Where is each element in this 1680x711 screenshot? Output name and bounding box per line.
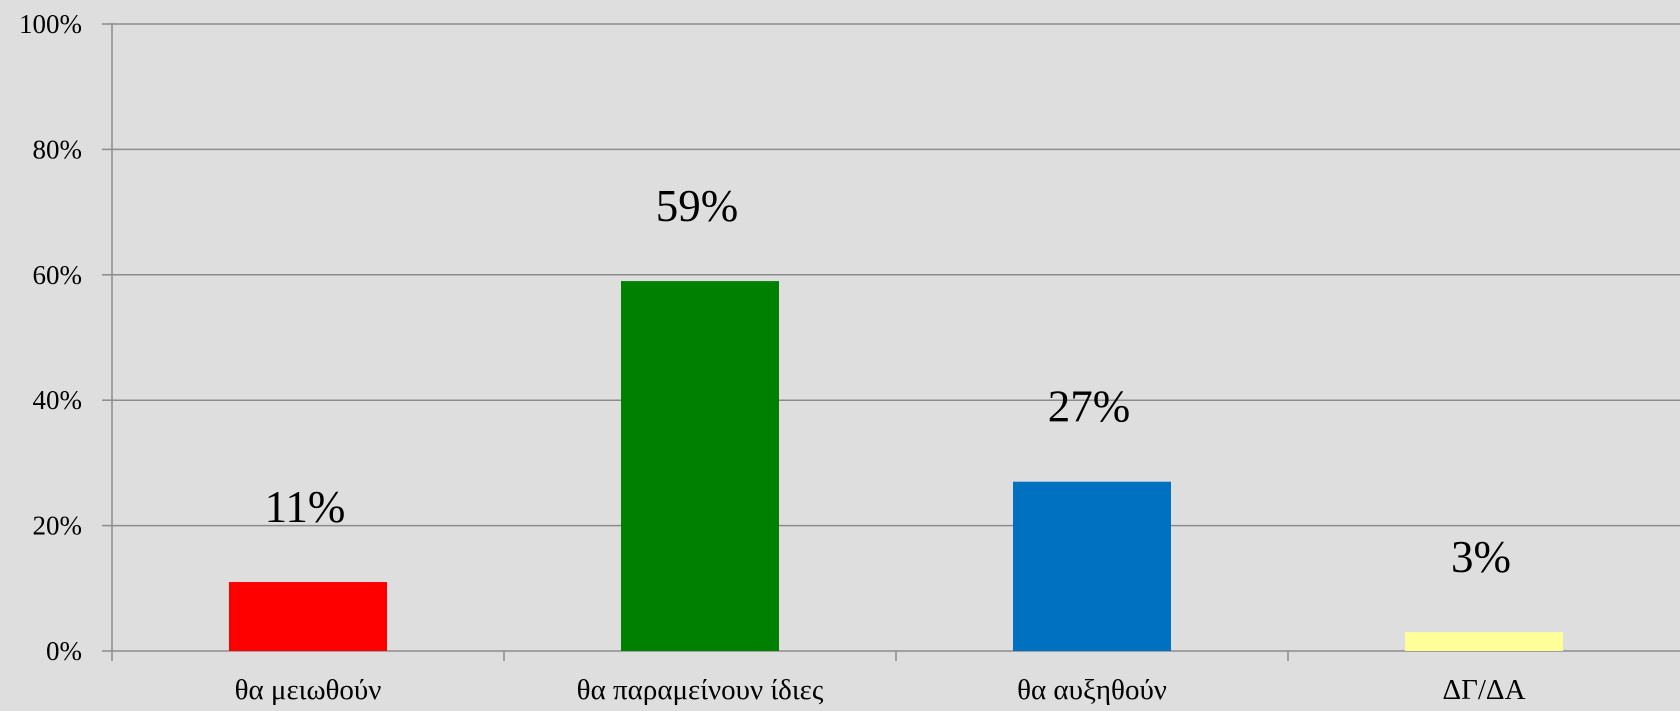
y-tick-label: 40%: [33, 385, 83, 415]
axes: [102, 23, 1680, 661]
x-tick-label: θα μειωθούν: [235, 674, 382, 706]
data-label: 59%: [656, 181, 739, 231]
x-tick-label: θα αυξηθούν: [1017, 674, 1167, 706]
labels: 0% 20% 40% 60% 80% 100% 11% θα μειωθούν 59% θα πα…: [19, 9, 1526, 706]
data-label: 3%: [1451, 532, 1511, 582]
bar: [1013, 481, 1171, 651]
y-tick-label: 0%: [46, 636, 82, 666]
bar: [229, 582, 387, 651]
y-tick-label: 60%: [33, 260, 83, 290]
bar: [621, 281, 779, 651]
gridlines: [112, 23, 1680, 527]
y-tick-label: 80%: [33, 134, 83, 164]
x-tick-label: ΔΓ/ΔΑ: [1442, 674, 1525, 706]
bars: [229, 281, 1563, 651]
bar: [1405, 632, 1563, 651]
y-tick-label: 20%: [33, 511, 83, 541]
x-tick-label: θα παραμείνουν ίδιες: [577, 674, 824, 706]
data-label: 27%: [1048, 382, 1131, 432]
y-tick-label: 100%: [19, 9, 82, 39]
data-label: 11%: [265, 482, 346, 532]
